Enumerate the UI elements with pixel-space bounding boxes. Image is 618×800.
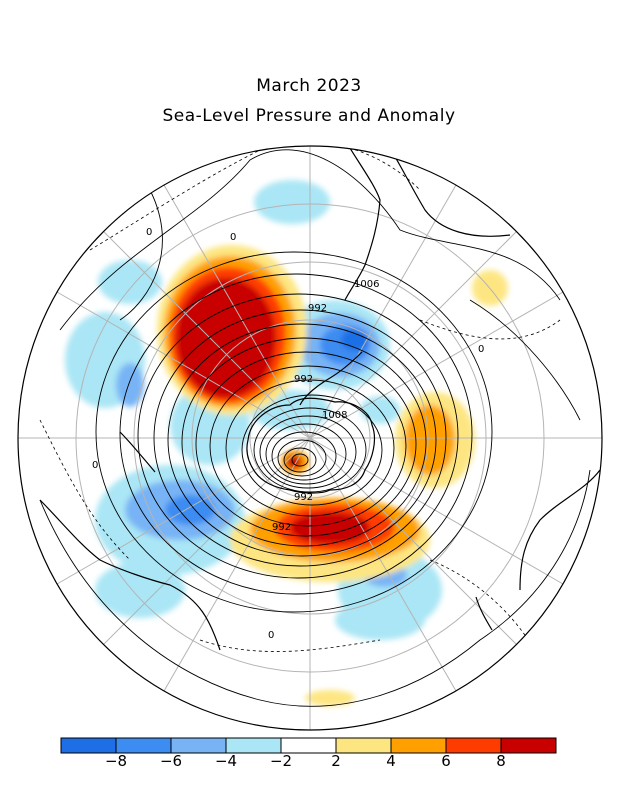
contour-labels: 1006 992 992 1008 992 992 0 0 0 0 0: [92, 227, 484, 641]
contour-label: 0: [478, 344, 484, 355]
zero-contours: [39, 146, 561, 661]
contour-label: 992: [308, 303, 327, 314]
contour-label: 0: [230, 232, 236, 243]
contour-label: 992: [272, 522, 291, 533]
colorbar-tick-label: −2: [269, 752, 293, 770]
map-boundary: [17, 145, 603, 731]
map-subtitle: Sea-Level Pressure and Anomaly: [162, 106, 456, 126]
colorbar-tick-label: −8: [104, 752, 128, 770]
colorbar-swatch: [225, 737, 282, 754]
coastlines: [39, 146, 601, 651]
colorbar-swatch: [115, 737, 172, 754]
colorbar-tick-label: 8: [496, 752, 506, 770]
colorbar-tick-label: 4: [386, 752, 396, 770]
contour-label: 0: [146, 227, 152, 238]
graticule: [18, 146, 602, 730]
colorbar-tick-label: 2: [331, 752, 341, 770]
contour-label: 0: [268, 630, 274, 641]
contour-label: 1008: [322, 410, 347, 421]
colorbar-swatch: [390, 737, 447, 754]
colorbar-tick-label: 6: [441, 752, 451, 770]
colorbar-swatch: [335, 737, 392, 754]
contour-label: 992: [294, 374, 313, 385]
colorbar-swatch: [170, 737, 227, 754]
colorbar-swatch: [60, 737, 117, 754]
contour-label: 1006: [354, 279, 379, 290]
map-title: March 2023: [256, 76, 362, 96]
contour-label: 992: [294, 492, 313, 503]
colorbar-tick-label: −6: [159, 752, 183, 770]
contour-label: 0: [92, 460, 98, 471]
anomaly-shading: [65, 180, 508, 706]
isobars: [39, 149, 591, 707]
colorbar-tick-label: −4: [214, 752, 238, 770]
colorbar-swatch: [445, 737, 502, 754]
colorbar-swatch: [500, 737, 557, 754]
colorbar-swatch: [280, 737, 337, 754]
